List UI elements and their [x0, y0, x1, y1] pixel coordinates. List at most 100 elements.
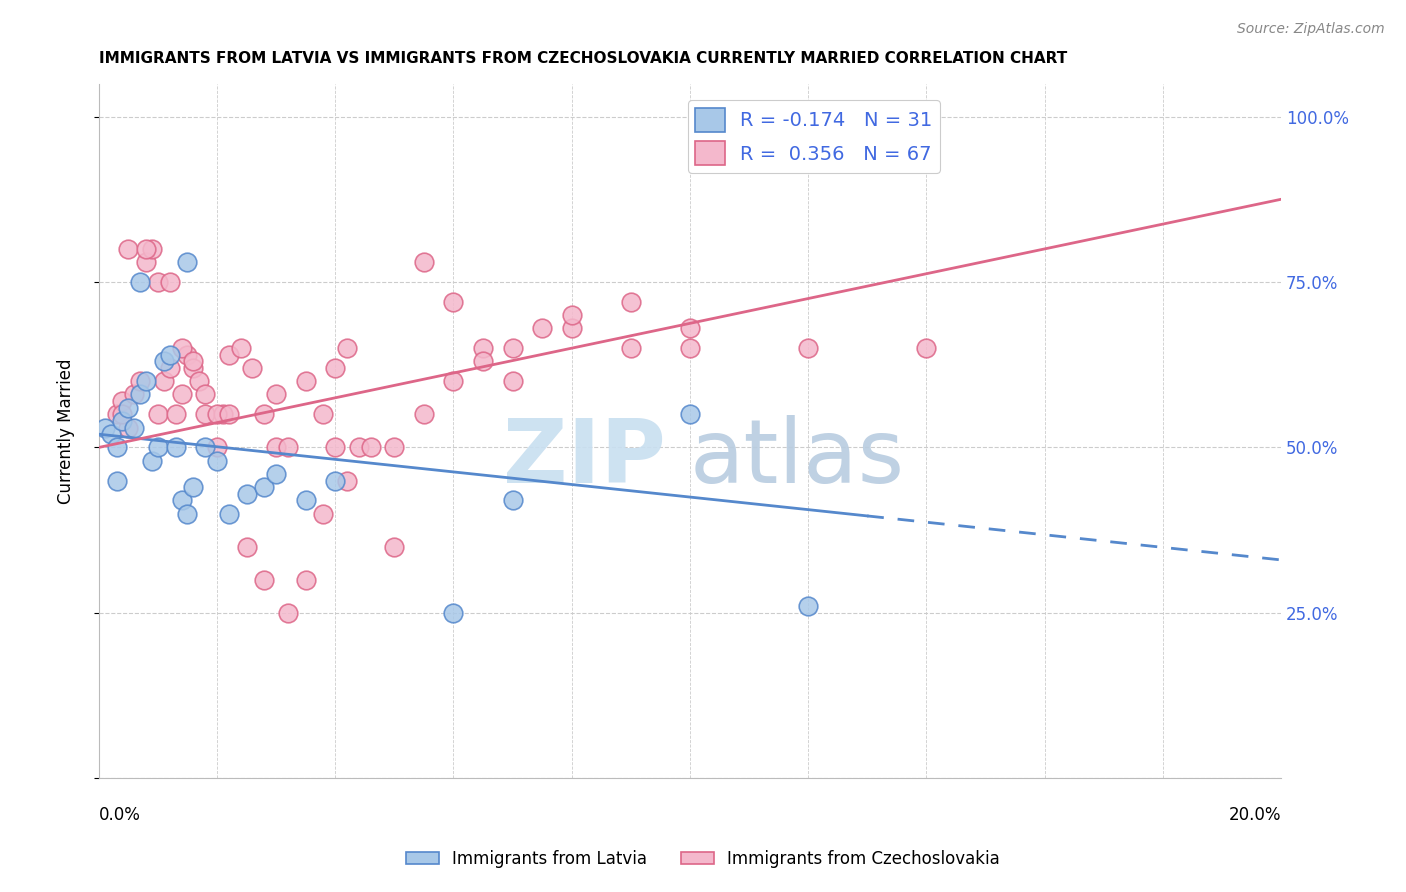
Point — [165, 441, 187, 455]
Text: IMMIGRANTS FROM LATVIA VS IMMIGRANTS FROM CZECHOSLOVAKIA CURRENTLY MARRIED CORRE: IMMIGRANTS FROM LATVIA VS IMMIGRANTS FRO… — [98, 51, 1067, 66]
Point — [561, 308, 583, 322]
Point — [141, 453, 163, 467]
Point — [620, 294, 643, 309]
Point — [218, 507, 240, 521]
Point — [360, 441, 382, 455]
Point — [205, 408, 228, 422]
Point — [229, 341, 252, 355]
Point — [264, 441, 287, 455]
Point — [117, 401, 139, 415]
Point — [159, 361, 181, 376]
Point — [472, 354, 495, 368]
Point — [323, 474, 346, 488]
Point — [235, 487, 257, 501]
Point — [336, 474, 359, 488]
Point — [412, 408, 434, 422]
Point — [312, 408, 335, 422]
Point — [183, 361, 205, 376]
Text: 0.0%: 0.0% — [98, 806, 141, 824]
Point — [176, 507, 198, 521]
Point — [183, 354, 205, 368]
Point — [205, 441, 228, 455]
Point — [170, 341, 193, 355]
Point — [105, 408, 128, 422]
Point — [159, 348, 181, 362]
Point — [620, 341, 643, 355]
Point — [531, 321, 554, 335]
Point — [502, 341, 524, 355]
Text: 20.0%: 20.0% — [1229, 806, 1281, 824]
Point — [277, 441, 299, 455]
Point — [135, 242, 157, 256]
Point — [235, 540, 257, 554]
Point — [129, 275, 152, 289]
Y-axis label: Currently Married: Currently Married — [58, 359, 75, 504]
Point — [146, 275, 169, 289]
Point — [679, 321, 702, 335]
Point — [218, 408, 240, 422]
Point — [129, 374, 152, 388]
Text: Source: ZipAtlas.com: Source: ZipAtlas.com — [1237, 22, 1385, 37]
Point — [159, 275, 181, 289]
Point — [443, 374, 465, 388]
Point — [679, 341, 702, 355]
Point — [165, 408, 187, 422]
Point — [382, 441, 405, 455]
Point — [264, 467, 287, 481]
Point — [218, 348, 240, 362]
Point — [443, 294, 465, 309]
Point — [100, 427, 122, 442]
Legend: Immigrants from Latvia, Immigrants from Czechoslovakia: Immigrants from Latvia, Immigrants from … — [399, 844, 1007, 875]
Legend: R = -0.174   N = 31, R =  0.356   N = 67: R = -0.174 N = 31, R = 0.356 N = 67 — [688, 100, 941, 173]
Point — [915, 341, 938, 355]
Point — [797, 599, 820, 614]
Point — [294, 374, 316, 388]
Point — [323, 361, 346, 376]
Point — [294, 493, 316, 508]
Point — [141, 242, 163, 256]
Point — [188, 374, 211, 388]
Point — [176, 348, 198, 362]
Point — [502, 374, 524, 388]
Point — [277, 606, 299, 620]
Point — [117, 242, 139, 256]
Point — [183, 480, 205, 494]
Point — [253, 408, 276, 422]
Point — [502, 493, 524, 508]
Point — [170, 387, 193, 401]
Point — [253, 573, 276, 587]
Point — [561, 321, 583, 335]
Point — [93, 420, 115, 434]
Point — [294, 573, 316, 587]
Point — [323, 441, 346, 455]
Point — [111, 408, 134, 422]
Text: ZIP: ZIP — [503, 415, 666, 502]
Point — [170, 493, 193, 508]
Point — [679, 408, 702, 422]
Point — [153, 374, 176, 388]
Point — [111, 394, 134, 409]
Text: atlas: atlas — [690, 415, 905, 502]
Point — [111, 414, 134, 428]
Point — [135, 255, 157, 269]
Point — [105, 474, 128, 488]
Point — [135, 374, 157, 388]
Point — [253, 480, 276, 494]
Point — [797, 341, 820, 355]
Point — [194, 387, 217, 401]
Point — [264, 387, 287, 401]
Point — [312, 507, 335, 521]
Point — [146, 408, 169, 422]
Point — [117, 420, 139, 434]
Point — [205, 453, 228, 467]
Point — [242, 361, 264, 376]
Point — [122, 420, 145, 434]
Point — [146, 441, 169, 455]
Point — [105, 441, 128, 455]
Point — [347, 441, 370, 455]
Point — [194, 408, 217, 422]
Point — [122, 387, 145, 401]
Point — [336, 341, 359, 355]
Point — [382, 540, 405, 554]
Point — [472, 341, 495, 355]
